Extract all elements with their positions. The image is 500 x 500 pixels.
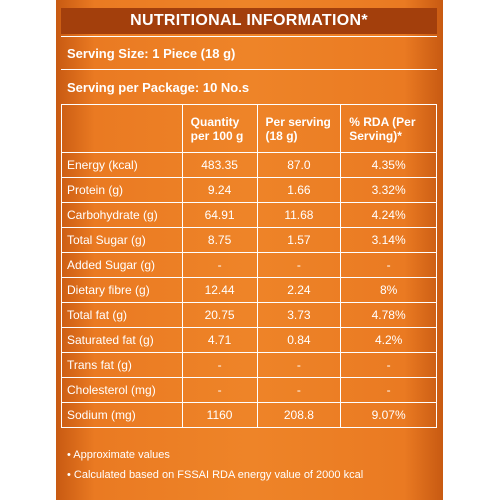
table-row: Total fat (g) 20.75 3.73 4.78% bbox=[61, 302, 437, 328]
nutrient-name: Total fat (g) bbox=[61, 302, 183, 328]
nutrient-name: Trans fat (g) bbox=[61, 352, 183, 378]
header-blank bbox=[61, 104, 183, 153]
per-serving-value: 11.68 bbox=[256, 202, 342, 228]
rda-percent: 3.14% bbox=[340, 227, 437, 253]
rda-percent: 4.35% bbox=[340, 152, 437, 178]
quantity-per-100g: 4.71 bbox=[181, 327, 258, 353]
serving-per-package: Serving per Package: 10 No.s bbox=[67, 79, 250, 95]
rda-percent: 4.78% bbox=[340, 302, 437, 328]
table-row: Energy (kcal) 483.35 87.0 4.35% bbox=[61, 152, 437, 178]
rda-percent: 8% bbox=[340, 277, 437, 303]
per-serving-value: 208.8 bbox=[256, 402, 342, 428]
serving-size: Serving Size: 1 Piece (18 g) bbox=[67, 45, 236, 61]
header-quantity: Quantity per 100 g bbox=[181, 104, 258, 153]
per-serving-value: 87.0 bbox=[256, 152, 342, 178]
quantity-per-100g: 20.75 bbox=[181, 302, 258, 328]
per-serving-value: 0.84 bbox=[256, 327, 342, 353]
nutrient-name: Cholesterol (mg) bbox=[61, 377, 183, 403]
nutrient-name: Sodium (mg) bbox=[61, 402, 183, 428]
quantity-per-100g: 8.75 bbox=[181, 227, 258, 253]
divider bbox=[61, 36, 437, 37]
table-row: Added Sugar (g) - - - bbox=[61, 252, 437, 278]
quantity-per-100g: - bbox=[181, 352, 258, 378]
panel-title: NUTRITIONAL INFORMATION* bbox=[61, 8, 437, 34]
quantity-per-100g: - bbox=[181, 252, 258, 278]
quantity-per-100g: 12.44 bbox=[181, 277, 258, 303]
table-row: Dietary fibre (g) 12.44 2.24 8% bbox=[61, 277, 437, 303]
nutrition-table: Quantity per 100 g Per serving (18 g) % … bbox=[61, 104, 437, 428]
divider bbox=[61, 69, 437, 70]
table-header-row: Quantity per 100 g Per serving (18 g) % … bbox=[61, 104, 437, 153]
header-per-serving: Per serving (18 g) bbox=[256, 104, 342, 153]
nutrient-name: Added Sugar (g) bbox=[61, 252, 183, 278]
quantity-per-100g: 64.91 bbox=[181, 202, 258, 228]
quantity-per-100g: - bbox=[181, 377, 258, 403]
per-serving-value: 3.73 bbox=[256, 302, 342, 328]
rda-percent: 4.24% bbox=[340, 202, 437, 228]
table-row: Carbohydrate (g) 64.91 11.68 4.24% bbox=[61, 202, 437, 228]
footnote: • Approximate values bbox=[67, 449, 170, 461]
rda-percent: 3.32% bbox=[340, 177, 437, 203]
rda-percent: 4.2% bbox=[340, 327, 437, 353]
nutrient-name: Total Sugar (g) bbox=[61, 227, 183, 253]
rda-percent: - bbox=[340, 377, 437, 403]
nutrient-name: Protein (g) bbox=[61, 177, 183, 203]
nutrient-name: Carbohydrate (g) bbox=[61, 202, 183, 228]
per-serving-value: - bbox=[256, 352, 342, 378]
nutrient-name: Dietary fibre (g) bbox=[61, 277, 183, 303]
table-row: Sodium (mg) 1160 208.8 9.07% bbox=[61, 402, 437, 428]
header-rda: % RDA (Per Serving)* bbox=[340, 104, 437, 153]
rda-percent: - bbox=[340, 352, 437, 378]
table-row: Trans fat (g) - - - bbox=[61, 352, 437, 378]
rda-percent: 9.07% bbox=[340, 402, 437, 428]
nutrient-name: Energy (kcal) bbox=[61, 152, 183, 178]
per-serving-value: 1.57 bbox=[256, 227, 342, 253]
per-serving-value: 1.66 bbox=[256, 177, 342, 203]
per-serving-value: 2.24 bbox=[256, 277, 342, 303]
nutrient-name: Saturated fat (g) bbox=[61, 327, 183, 353]
quantity-per-100g: 9.24 bbox=[181, 177, 258, 203]
table-row: Cholesterol (mg) - - - bbox=[61, 377, 437, 403]
footnote: • Calculated based on FSSAI RDA energy v… bbox=[67, 469, 364, 481]
quantity-per-100g: 483.35 bbox=[181, 152, 258, 178]
rda-percent: - bbox=[340, 252, 437, 278]
table-row: Protein (g) 9.24 1.66 3.32% bbox=[61, 177, 437, 203]
table-row: Total Sugar (g) 8.75 1.57 3.14% bbox=[61, 227, 437, 253]
footnotes: • Approximate values • Calculated based … bbox=[61, 445, 437, 485]
per-serving-value: - bbox=[256, 377, 342, 403]
per-serving-value: - bbox=[256, 252, 342, 278]
quantity-per-100g: 1160 bbox=[181, 402, 258, 428]
table-row: Saturated fat (g) 4.71 0.84 4.2% bbox=[61, 327, 437, 353]
